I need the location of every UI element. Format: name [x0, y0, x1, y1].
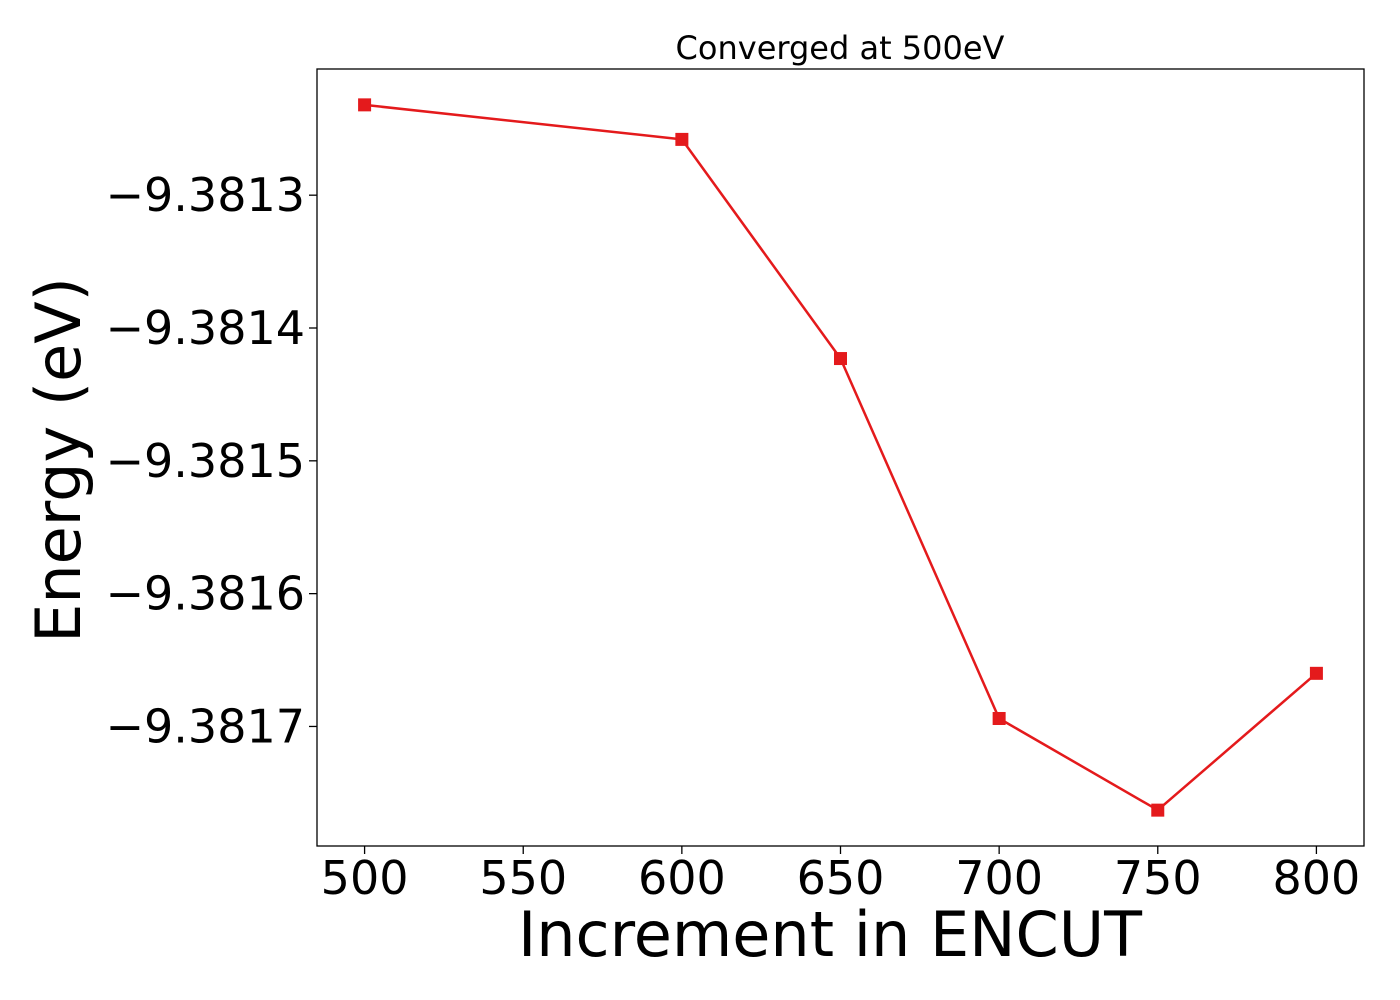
- y-tick-label: −9.3815: [106, 434, 306, 488]
- data-point-marker: [358, 98, 372, 112]
- x-tick-label: 800: [1273, 851, 1361, 905]
- x-tick-label: 650: [797, 851, 885, 905]
- y-axis-label: Energy (eV): [22, 277, 95, 643]
- x-tick-label: 550: [479, 851, 567, 905]
- data-point-marker: [675, 132, 689, 146]
- data-point-marker: [834, 352, 847, 366]
- x-tick-label: 500: [321, 851, 409, 905]
- y-tick-label: −9.3817: [106, 699, 306, 753]
- plot-frame: [316, 68, 1365, 847]
- y-tick-label: −9.3814: [106, 301, 306, 355]
- x-tick-label: 700: [955, 851, 1043, 905]
- y-axis-ticks: −9.3813 −9.3814 −9.3815 −9.3816 −9.3817: [106, 168, 317, 753]
- x-tick-label: 600: [638, 851, 726, 905]
- y-tick-label: −9.3816: [106, 567, 306, 621]
- x-axis-label: Increment in ENCUT: [518, 898, 1143, 971]
- chart-title: Converged at 500eV: [676, 29, 1005, 67]
- series-layer: [358, 98, 1323, 817]
- x-tick-label: 750: [1114, 851, 1202, 905]
- series-line-0: [364, 103, 1318, 812]
- y-tick-label: −9.3813: [106, 168, 306, 222]
- data-point-marker: [1151, 803, 1165, 817]
- data-point-marker: [992, 711, 1006, 725]
- data-point-marker: [1309, 666, 1323, 680]
- x-axis-ticks: 500 550 600 650 700 750 800: [321, 846, 1361, 905]
